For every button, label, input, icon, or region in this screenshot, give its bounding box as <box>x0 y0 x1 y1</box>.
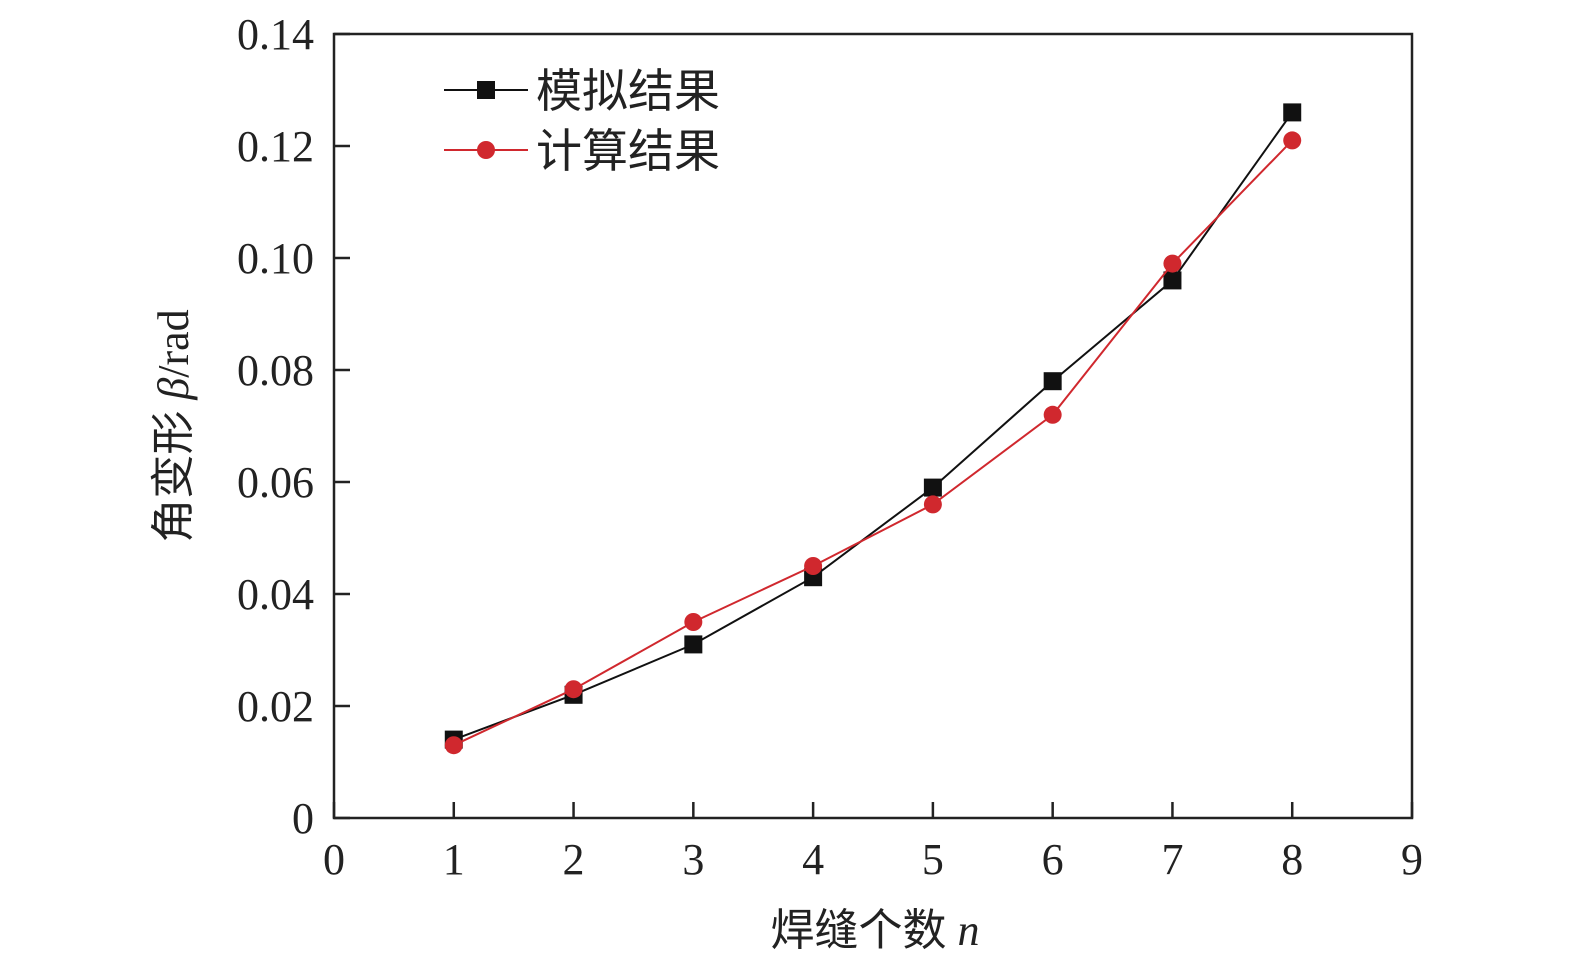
series-line-1 <box>453 111 1294 741</box>
x-tick-label: 0 <box>323 835 345 884</box>
data-point <box>1283 103 1302 122</box>
y-axis-label-text: 角变形 <box>149 411 198 543</box>
plot-frame <box>332 32 1414 820</box>
y-tick-label: 0.14 <box>237 10 314 59</box>
x-axis-label: 焊缝个数 n <box>771 906 980 955</box>
axis-ticks: 0 1 2 3 4 5 6 7 8 9 0 0.02 0.04 0.06 0.08 0.10 0.12 0.14 <box>237 10 1423 884</box>
x-tick-label: 2 <box>563 835 585 884</box>
data-point <box>1043 372 1062 391</box>
x-tick-label: 3 <box>682 835 704 884</box>
y-tick-label: 0.04 <box>237 570 314 619</box>
x-tick-label: 9 <box>1401 835 1423 884</box>
x-tick-label: 6 <box>1042 835 1064 884</box>
data-point <box>684 613 703 631</box>
y-axis-variable: β <box>149 378 198 401</box>
y-tick-label: 0.10 <box>237 234 314 283</box>
data-point <box>923 478 942 497</box>
series-line-2 <box>453 139 1293 747</box>
legend-marker <box>477 141 495 159</box>
y-tick-label: 0 <box>292 794 314 843</box>
data-point <box>804 557 823 575</box>
y-tick-label: 0.12 <box>237 122 314 171</box>
data-point <box>564 680 583 699</box>
x-axis-label-text: 焊缝个数 <box>771 906 947 955</box>
data-point <box>1283 131 1302 150</box>
y-axis-label: 角变形 β/rad <box>149 309 198 542</box>
x-tick-label: 1 <box>443 835 465 884</box>
x-tick-label: 5 <box>922 835 944 884</box>
data-point <box>923 495 942 514</box>
legend-marker <box>477 81 495 99</box>
y-axis-unit: /rad <box>149 309 198 377</box>
x-tick-label: 8 <box>1281 835 1303 884</box>
x-tick-label: 4 <box>802 835 824 884</box>
y-tick-label: 0.06 <box>237 458 314 507</box>
data-point <box>1163 254 1182 273</box>
x-axis-variable: n <box>958 906 980 955</box>
x-tick-label: 7 <box>1161 835 1183 884</box>
legend-label: 模拟结果 <box>536 66 720 117</box>
y-tick-label: 0.02 <box>237 682 314 731</box>
data-point <box>444 736 463 755</box>
data-point <box>1163 271 1182 290</box>
series-group <box>444 103 1302 755</box>
data-point <box>684 635 703 654</box>
legend-label: 计算结果 <box>536 126 720 177</box>
data-point <box>1043 405 1062 424</box>
y-tick-label: 0.08 <box>237 346 314 395</box>
